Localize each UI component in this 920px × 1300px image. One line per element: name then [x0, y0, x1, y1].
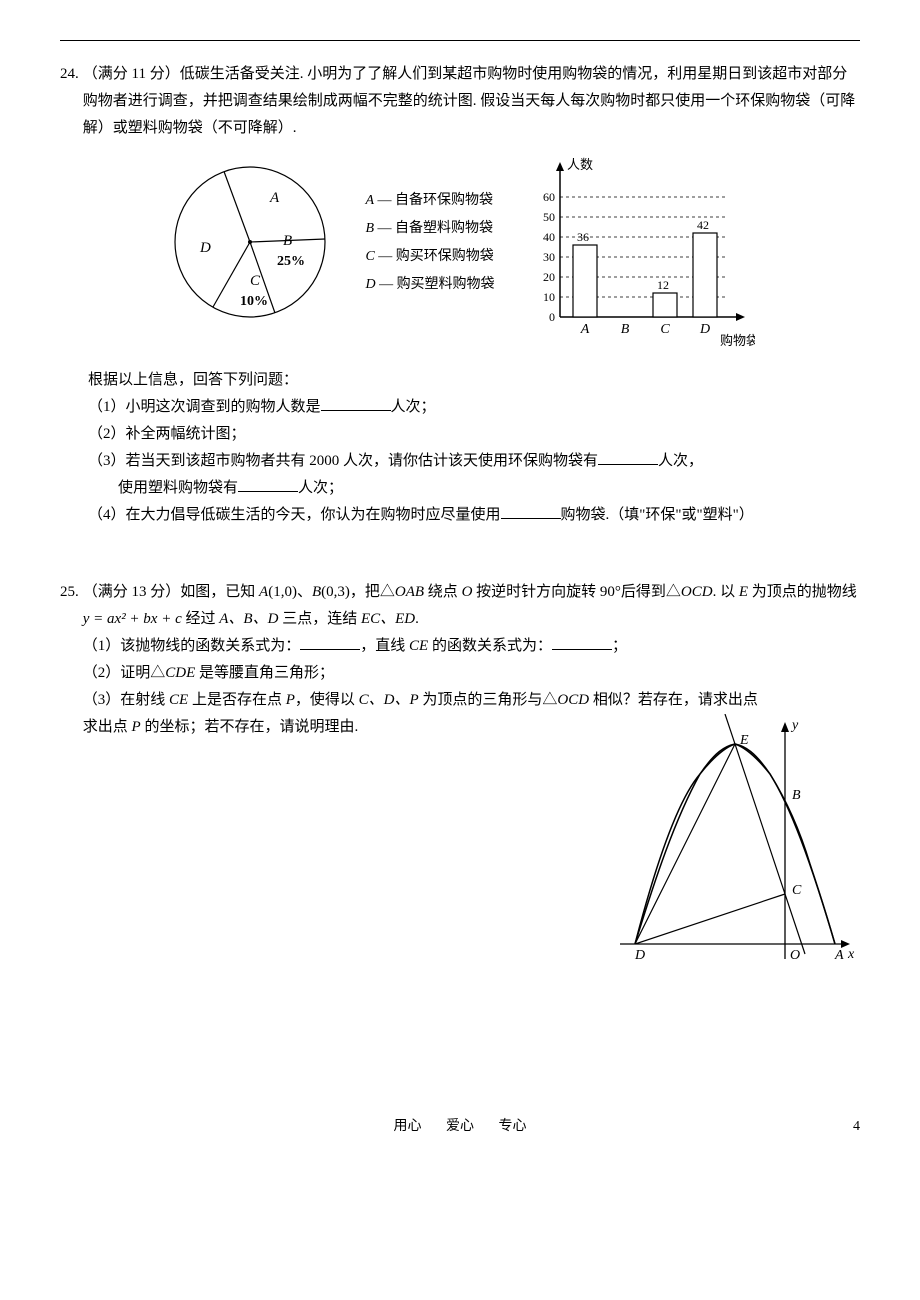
legend-c: C — 购买环保购物袋	[365, 243, 494, 271]
q24-p2: （2）补全两幅统计图；	[88, 421, 860, 448]
svg-text:10: 10	[543, 290, 555, 304]
svg-text:C: C	[660, 322, 670, 337]
pie-label-c: C	[250, 273, 261, 289]
svg-text:0: 0	[549, 310, 555, 324]
q25-number: 25.	[60, 579, 79, 994]
svg-text:A: A	[579, 322, 589, 337]
legend-a: A — 自备环保购物袋	[365, 187, 494, 215]
label-A: A	[834, 948, 844, 963]
blank	[501, 503, 561, 519]
q25-graph: O A D B C E x y	[610, 714, 860, 994]
label-O: O	[790, 948, 800, 963]
q25-p3: （3）在射线 CE 上是否存在点 P，使得以 C、D、P 为顶点的三角形与△OC…	[83, 687, 860, 714]
q24-sub-intro: 根据以上信息，回答下列问题：	[88, 367, 860, 394]
svg-text:60: 60	[543, 190, 555, 204]
bar-xlabel: 购物袋	[720, 333, 755, 347]
bar-ylabel: 人数	[567, 157, 593, 172]
question-25: 25. （满分 13 分）如图，已知 A(1,0)、B(0,3)，把△OAB 绕…	[60, 579, 860, 994]
blank	[238, 476, 298, 492]
blank	[552, 634, 612, 650]
pie-b-pct: 25%	[277, 254, 305, 269]
page-number: 4	[853, 1114, 860, 1139]
q24-points: （满分 11 分）	[83, 66, 180, 82]
top-rule	[60, 40, 860, 41]
chart-legend: A — 自备环保购物袋 B — 自备塑料购物袋 C — 购买环保购物袋 D — …	[365, 187, 494, 299]
pie-label-a: A	[269, 190, 280, 206]
blank	[300, 634, 360, 650]
q24-p4: （4）在大力倡导低碳生活的今天，你认为在购物时应尽量使用购物袋.（填"环保"或"…	[88, 502, 860, 529]
svg-text:50: 50	[543, 210, 555, 224]
label-y: y	[790, 718, 799, 733]
blank	[598, 449, 658, 465]
label-x: x	[847, 947, 855, 962]
pie-label-b: B	[283, 233, 292, 249]
legend-d: D — 购买塑料购物袋	[365, 271, 494, 299]
svg-text:B: B	[620, 322, 629, 337]
q25-p3-cont: P 求出点 P 的坐标；若不存在，请说明理由.	[83, 714, 600, 741]
question-24: 24. （满分 11 分）低碳生活备受关注. 小明为了了解人们到某超市购物时使用…	[60, 61, 860, 529]
label-D: D	[634, 948, 645, 963]
bar-val-c: 12	[657, 278, 669, 292]
page-footer: 用心 爱心 专心 4	[60, 1114, 860, 1139]
pie-label-d: D	[199, 240, 211, 256]
svg-text:D: D	[699, 322, 710, 337]
q24-p1: （1）小明这次调查到的购物人数是人次；	[88, 394, 860, 421]
bar-chart: 人数 0 10 20 30 40 50 60 36	[525, 157, 755, 347]
q24-intro: 低碳生活备受关注. 小明为了了解人们到某超市购物时使用购物袋的情况，利用星期日到…	[83, 66, 856, 136]
blank	[321, 395, 391, 411]
svg-text:40: 40	[543, 230, 555, 244]
svg-text:20: 20	[543, 270, 555, 284]
bar-val-d: 42	[697, 218, 709, 232]
q24-number: 24.	[60, 61, 79, 142]
q24-charts: A B 25% C 10% D A — 自备环保购物袋 B — 自备塑料购物袋 …	[60, 157, 860, 347]
q24-body: （满分 11 分）低碳生活备受关注. 小明为了了解人们到某超市购物时使用购物袋的…	[83, 61, 860, 142]
q25-p1: （1）该抛物线的函数关系式为：，直线 CE 的函数关系式为：；	[83, 633, 860, 660]
q25-p2: （2）证明△CDE 是等腰直角三角形；	[83, 660, 860, 687]
label-C: C	[792, 883, 802, 898]
label-E: E	[739, 733, 749, 748]
svg-text:30: 30	[543, 250, 555, 264]
legend-b: B — 自备塑料购物袋	[365, 215, 494, 243]
pie-c-pct: 10%	[240, 294, 268, 309]
bar-val-a: 36	[577, 230, 589, 244]
q25-body: （满分 13 分）如图，已知 A(1,0)、B(0,3)，把△OAB 绕点 O …	[83, 579, 860, 994]
pie-chart: A B 25% C 10% D	[165, 157, 335, 327]
label-B: B	[792, 788, 801, 803]
q24-p3: （3）若当天到该超市购物者共有 2000 人次，请你估计该天使用环保购物袋有人次…	[88, 448, 860, 502]
